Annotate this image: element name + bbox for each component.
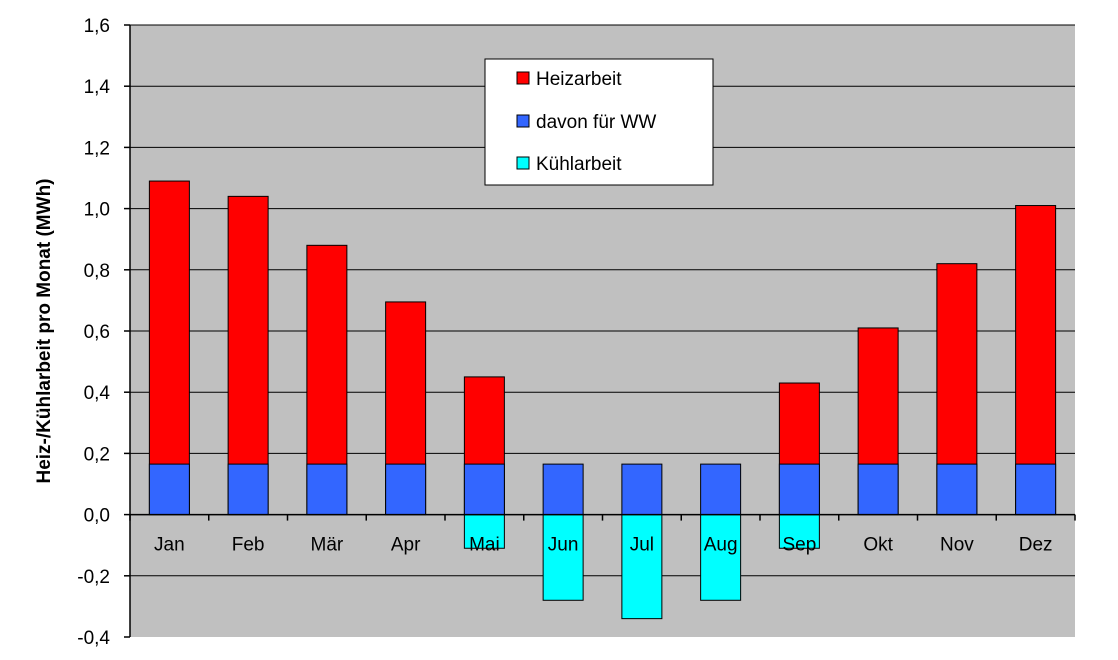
x-tick-label: Apr [391,535,421,556]
x-tick-labels: Jan Feb Mär Apr Mai Jun Jul Aug Sep Okt Nov Dez [154,535,1052,556]
bar-davon-fuer-ww [621,463,663,516]
bar-davon-fuer-ww [227,463,269,516]
y-tick-label: 1,0 [84,200,110,221]
x-tick-label: Feb [232,535,265,556]
y-axis-label: Heiz-/Kühlarbeit pro Monat (MWh) [34,178,55,483]
x-tick-label: Sep [782,535,816,556]
bars [148,180,1057,620]
bar-davon-fuer-ww [148,463,190,516]
bar-heizarbeit [1015,205,1057,516]
x-tick-label: Jun [548,535,579,556]
bar-kuehlarbeit [463,514,505,549]
x-tick-label: Okt [863,535,893,556]
bar-heizarbeit [148,180,190,516]
x-tick-label: Mai [469,535,500,556]
bar-kuehlarbeit [700,514,742,601]
legend-label: Heizarbeit [536,69,622,90]
x-tick-label: Aug [704,535,738,556]
y-tick-label: 1,2 [84,138,110,159]
x-tick-label: Jan [154,535,185,556]
legend-swatch [516,71,530,85]
legend-swatch [516,156,530,170]
legend: Heizarbeit davon für WW Kühlarbeit [484,58,714,186]
y-tick-label: 0,6 [84,322,110,343]
legend-label: Kühlarbeit [536,154,622,175]
bar-kuehlarbeit [621,514,663,620]
bar-davon-fuer-ww [385,463,427,516]
x-tick-label: Nov [940,535,974,556]
bar-davon-fuer-ww [700,463,742,516]
bar-davon-fuer-ww [306,463,348,516]
legend-label: davon für WW [536,112,656,133]
y-tick-label: -0,4 [77,628,110,649]
bar-davon-fuer-ww [857,463,899,516]
bar-davon-fuer-ww [542,463,584,516]
bar-davon-fuer-ww [463,463,505,516]
legend-swatch [516,114,530,128]
bar-davon-fuer-ww [778,463,820,516]
bar-kuehlarbeit [542,514,584,601]
bar-davon-fuer-ww [1015,463,1057,516]
y-tick-label: 0,0 [84,506,110,527]
y-tick-label: -0,2 [77,567,110,588]
y-tick-label: 1,6 [84,16,110,37]
y-tick-label: 0,8 [84,261,110,282]
x-tick-label: Jul [630,535,654,556]
axes [124,24,1076,638]
bar-heizarbeit [227,195,269,516]
y-tick-labels: 1,6 1,4 1,2 1,0 0,8 0,6 0,4 0,2 0,0 -0,2 -0,4 [77,16,110,649]
x-tick-label: Mär [311,535,344,556]
y-tick-label: 0,2 [84,444,110,465]
y-tick-label: 0,4 [84,383,111,404]
x-tick-label: Dez [1019,535,1053,556]
y-tick-label: 1,4 [84,77,111,98]
bar-davon-fuer-ww [936,463,978,516]
